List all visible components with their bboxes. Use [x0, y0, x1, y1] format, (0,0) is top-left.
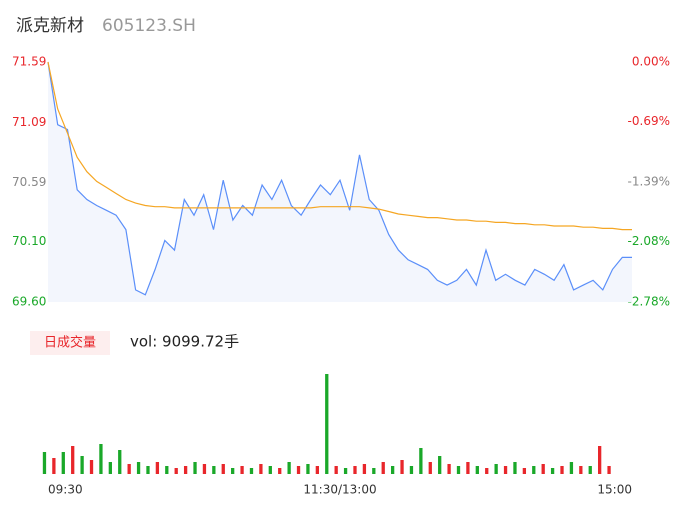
volume-bar	[212, 466, 216, 474]
volume-bar	[193, 462, 197, 474]
y-tick-label: 70.59	[12, 175, 46, 189]
volume-bar	[485, 468, 489, 474]
volume-bar	[89, 460, 94, 474]
volume-bar	[362, 464, 367, 474]
y-tick-label: 71.09	[12, 115, 46, 129]
price-line	[47, 61, 632, 296]
volume-bar	[136, 462, 141, 474]
y2-tick-label: -0.69%	[628, 114, 670, 128]
volume-bar	[231, 468, 235, 474]
volume-bar	[513, 462, 517, 474]
volume-bar	[259, 464, 263, 474]
volume-bar	[52, 458, 56, 474]
volume-bar	[296, 466, 301, 474]
volume-bar	[268, 466, 272, 474]
y2-tick-label: -1.39%	[628, 175, 670, 189]
volume-bar	[475, 466, 479, 474]
volume-bar	[456, 466, 461, 474]
volume-bar	[146, 466, 150, 474]
y-tick-label: 70.10	[12, 234, 46, 248]
volume-label: 日成交量	[44, 335, 96, 351]
volume-bar	[108, 462, 112, 474]
volume-bar	[315, 466, 320, 474]
volume-bar	[494, 464, 498, 474]
volume-bar	[598, 446, 602, 474]
volume-bar	[503, 466, 508, 474]
volume-bar	[569, 462, 574, 474]
volume-bar	[287, 462, 291, 474]
volume-bar	[438, 456, 442, 474]
stock-code: 605123.SH	[102, 16, 196, 36]
volume-bar	[174, 468, 178, 474]
volume-summary: vol: 9099.72手	[130, 333, 239, 351]
volume-bar	[419, 448, 423, 474]
y-tick-label: 69.60	[12, 295, 46, 309]
price-line	[47, 61, 632, 231]
x-tick-label: 09:30	[48, 483, 83, 497]
volume-bar	[372, 468, 376, 474]
volume-bar	[550, 468, 555, 474]
volume-bar	[353, 466, 357, 474]
volume-bar	[588, 466, 592, 474]
volume-bar	[306, 464, 310, 474]
volume-bar	[447, 464, 451, 474]
stock-name: 派克新材	[16, 16, 84, 36]
volume-bar	[155, 462, 160, 474]
volume-bar	[80, 456, 84, 474]
volume-bar	[249, 468, 254, 474]
volume-bar	[409, 466, 414, 474]
volume-bar	[532, 466, 536, 474]
y2-tick-label: -2.08%	[628, 234, 670, 248]
volume-bar	[560, 466, 564, 474]
volume-bar	[221, 464, 225, 474]
volume-bar	[61, 452, 65, 474]
volume-bar	[390, 466, 395, 474]
y2-tick-label: 0.00%	[632, 55, 670, 69]
volume-bar	[118, 450, 122, 474]
volume-bar	[466, 462, 470, 474]
volume-bar	[428, 462, 432, 474]
volume-bar	[127, 464, 131, 474]
volume-label-bg	[30, 331, 110, 355]
volume-bar	[202, 464, 207, 474]
volume-bar	[607, 466, 611, 474]
volume-bar	[278, 468, 282, 474]
y-tick-label: 71.59	[12, 55, 46, 69]
volume-bar	[165, 466, 169, 474]
volume-bar	[579, 466, 583, 474]
volume-bar	[343, 468, 348, 474]
volume-bar	[325, 374, 329, 474]
volume-bar	[334, 466, 338, 474]
volume-bar	[42, 452, 47, 474]
volume-bar	[400, 460, 404, 474]
volume-bar	[381, 462, 385, 474]
volume-bar	[522, 468, 527, 474]
x-tick-label: 11:30/13:00	[303, 483, 376, 497]
volume-bar	[240, 466, 244, 474]
volume-bar	[541, 464, 545, 474]
y2-tick-label: -2.78%	[628, 295, 670, 309]
volume-bar	[183, 466, 188, 474]
volume-bar	[71, 446, 75, 474]
volume-bar	[99, 444, 103, 474]
x-tick-label: 15:00	[597, 483, 632, 497]
